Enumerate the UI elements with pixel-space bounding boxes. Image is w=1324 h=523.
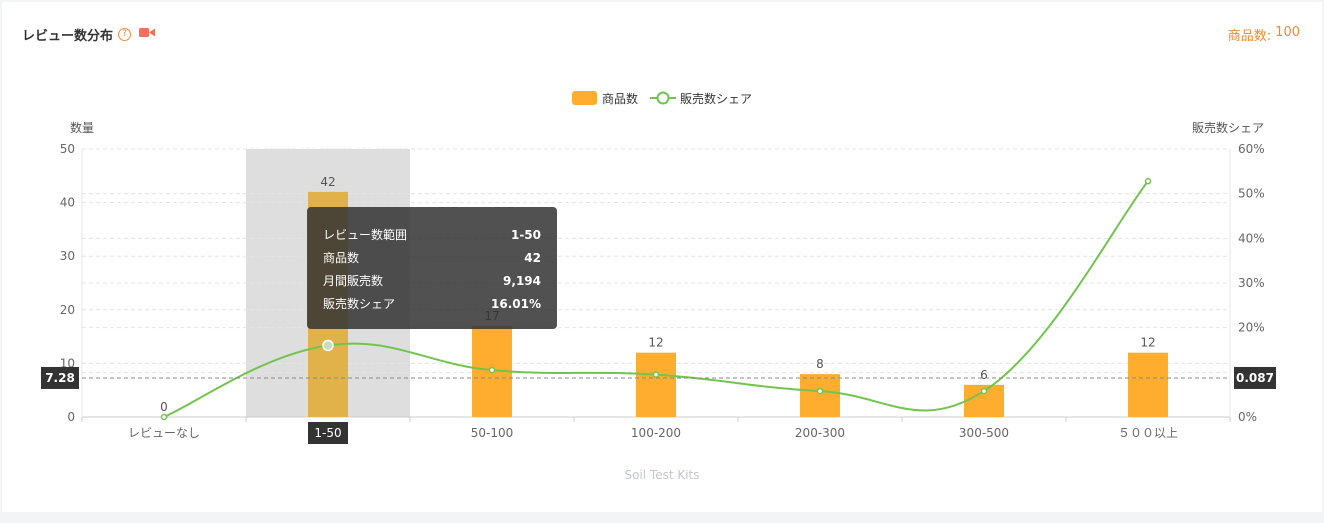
tooltip-row: 販売数シェア 16.01% (323, 293, 541, 316)
x-tick-label: レビューなし (128, 426, 200, 440)
y-tick-right: 0% (1238, 410, 1257, 424)
product-count-value: 100 (1275, 25, 1300, 40)
bar-data-label: 42 (320, 175, 335, 189)
video-camera-icon[interactable] (139, 27, 156, 42)
share-point-active (322, 339, 334, 352)
product-count: 商品数: 100 (1228, 25, 1300, 44)
y-tick-left: 0 (67, 410, 75, 424)
tooltip-value: 9,194 (503, 274, 541, 288)
crosshair-right-label: 0.087 (1236, 371, 1274, 385)
x-tick-label-active-box (308, 422, 348, 444)
bar (636, 352, 676, 417)
tooltip-label: 商品数 (323, 251, 360, 265)
chart-tooltip: レビュー数範囲 1-50 商品数 42 月間販売数 9,194 販売数シェア 16.01% (307, 207, 557, 329)
tooltip-value: 42 (524, 251, 541, 265)
y-tick-right: 30% (1238, 276, 1265, 290)
bar-data-label: 12 (1140, 336, 1155, 350)
y-tick-right: 60% (1238, 142, 1265, 156)
y-tick-right: 50% (1238, 187, 1265, 201)
tooltip-label: 販売数シェア (323, 297, 396, 311)
review-distribution-card: レビュー数分布 ? 商品数: 100 010203040500%10%20%30… (2, 2, 1322, 512)
legend-bar-label: 商品数 (602, 91, 638, 106)
tooltip-label: 月間販売数 (323, 274, 384, 288)
x-tick-label: 300-500 (959, 426, 1009, 440)
x-tick-label: 1-50 (314, 426, 341, 440)
tooltip-row: 商品数 42 (323, 247, 541, 270)
bar-data-label: 8 (816, 357, 824, 371)
y-tick-right: 20% (1238, 321, 1265, 335)
crosshair-left-box (41, 366, 79, 389)
y-tick-left: 20 (60, 303, 75, 317)
chart-subtitle: Soil Test Kits (624, 468, 700, 482)
share-point (488, 366, 496, 374)
legend-line-label: 販売数シェア (680, 91, 752, 106)
legend-bar-swatch (572, 91, 597, 105)
section-title-text: レビュー数分布 (22, 29, 114, 44)
y-axis-left-title: 数量 (70, 120, 94, 135)
tooltip-row: レビュー数範囲 1-50 (323, 224, 541, 247)
legend-line-marker (656, 91, 670, 105)
tooltip-value: 16.01% (491, 297, 541, 311)
bar-data-label: 6 (980, 368, 988, 382)
crosshair-right-box (1234, 366, 1276, 389)
crosshair-left-label: 7.28 (45, 371, 75, 385)
tooltip-value: 1-50 (510, 228, 541, 242)
share-point (652, 371, 660, 378)
tooltip-label: レビュー数範囲 (323, 228, 408, 242)
y-tick-left: 50 (60, 142, 75, 156)
review-distribution-chart: 010203040500%10%20%30%40%50%60%数量販売数シェア商… (41, 91, 1276, 444)
share-point (816, 387, 824, 395)
x-tick-label: 200-300 (795, 426, 845, 440)
x-tick-label: 50-100 (471, 426, 514, 440)
section-title: レビュー数分布 ? (22, 25, 156, 44)
y-axis-right-title: 販売数シェア (1192, 120, 1264, 135)
x-tick-label: 100-200 (631, 426, 681, 440)
tooltip-row: 月間販売数 9,194 (323, 270, 541, 293)
y-tick-left: 10 (60, 356, 75, 370)
share-point (980, 387, 988, 395)
question-circle-icon[interactable]: ? (118, 28, 132, 41)
bar (800, 374, 840, 417)
y-tick-left: 40 (60, 196, 75, 210)
y-tick-right: 40% (1238, 231, 1265, 245)
share-point (1144, 177, 1152, 185)
share-point (160, 413, 168, 421)
y-tick-left: 30 (60, 249, 75, 263)
product-count-label: 商品数: (1227, 29, 1272, 44)
bar-data-label: 12 (648, 336, 663, 350)
bar (1128, 352, 1168, 417)
x-tick-label: ５００以上 (1118, 426, 1178, 440)
bar-data-label: 0 (160, 400, 168, 414)
